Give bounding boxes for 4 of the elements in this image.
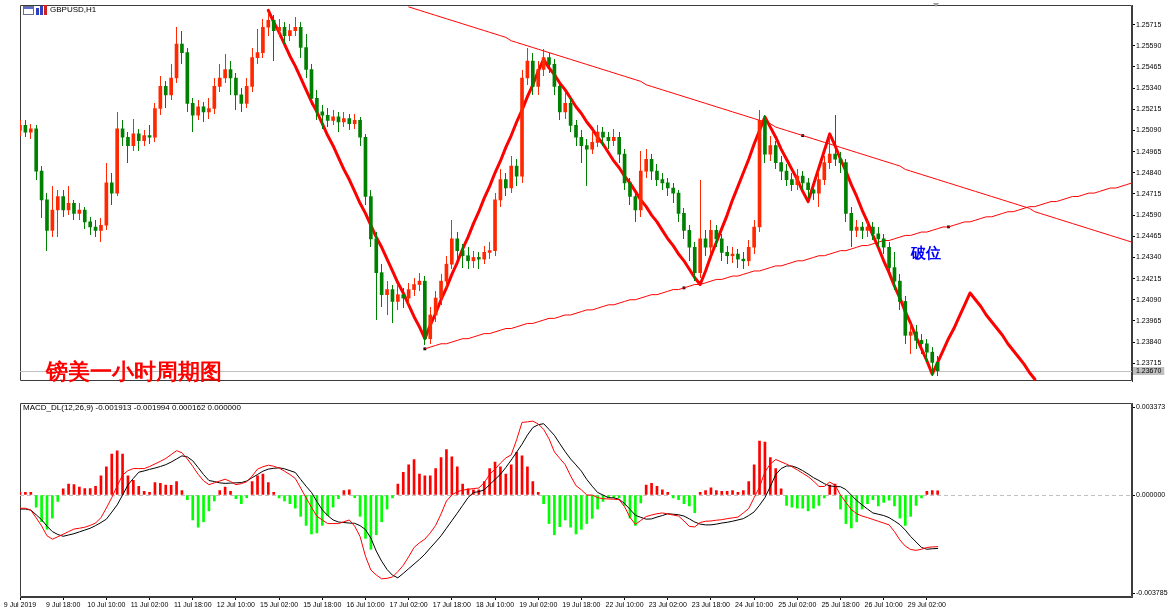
text: 镑美一小时周期图: [46, 358, 222, 386]
annotation: 破位: [911, 244, 941, 263]
chart-subtitle: GBPUSD,H1: [50, 5, 97, 14]
chart-title: MACD_DL(12,26,9) -0.001913 -0.001994 0.000162 0.000000: [23, 403, 241, 412]
